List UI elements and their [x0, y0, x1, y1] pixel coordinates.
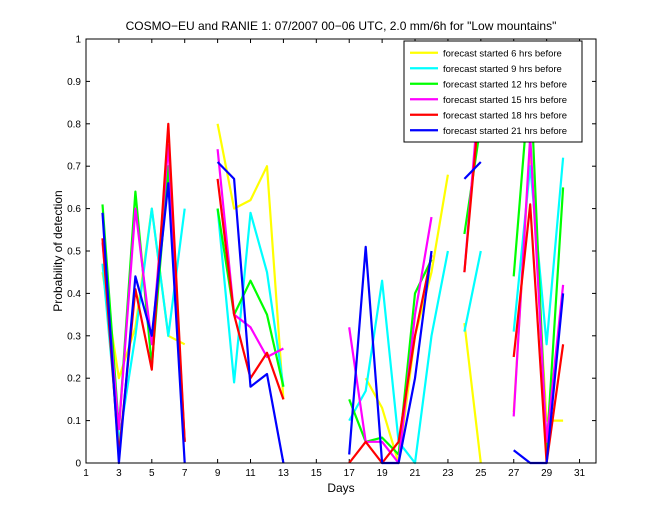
x-tick-label: 13 — [278, 468, 290, 479]
x-tick-label: 23 — [442, 468, 454, 479]
y-tick-label: 0 — [75, 459, 81, 470]
y-tick-label: 0.3 — [67, 331, 81, 342]
x-axis-label: Days — [327, 481, 354, 495]
x-tick-label: 29 — [541, 468, 553, 479]
x-tick-label: 1 — [83, 468, 89, 479]
legend-label: forecast started 9 hrs before — [443, 64, 562, 75]
y-tick-label: 0.5 — [67, 247, 81, 258]
x-tick-label: 31 — [574, 468, 586, 479]
legend-label: forecast started 15 hrs before — [443, 95, 567, 106]
y-axis-label: Probability of detection — [51, 190, 65, 311]
legend-label: forecast started 18 hrs before — [443, 110, 567, 121]
plot-frame — [85, 38, 597, 464]
legend-box — [403, 40, 583, 143]
x-tick-label: 21 — [409, 468, 421, 479]
legend-label: forecast started 12 hrs before — [443, 79, 567, 90]
legend-label: forecast started 6 hrs before — [443, 48, 562, 59]
y-axis-ticks: 0 0.1 0.2 0.3 0.4 0.5 0.6 0.7 0.8 0.9 1 — [67, 35, 596, 470]
y-tick-label: 0.6 — [67, 204, 81, 215]
x-tick-label: 7 — [182, 468, 188, 479]
x-tick-label: 15 — [311, 468, 323, 479]
x-tick-label: 25 — [475, 468, 487, 479]
x-tick-label: 9 — [215, 468, 221, 479]
y-tick-label: 0.4 — [67, 289, 81, 300]
legend: forecast started 6 hrs before forecast st… — [403, 40, 583, 143]
y-tick-label: 0.1 — [67, 416, 81, 427]
series-lines — [101, 71, 565, 465]
y-tick-label: 0.8 — [67, 119, 81, 130]
x-tick-label: 17 — [344, 468, 356, 479]
x-tick-label: 19 — [377, 468, 389, 479]
x-tick-label: 5 — [149, 468, 155, 479]
y-tick-label: 0.2 — [67, 374, 81, 385]
chart-title: COSMO−EU and RANIE 1: 07/2007 00−06 UTC,… — [126, 19, 557, 33]
x-tick-label: 3 — [116, 468, 122, 479]
x-tick-label: 11 — [245, 468, 256, 479]
y-tick-label: 1 — [75, 35, 81, 46]
y-tick-label: 0.7 — [67, 162, 81, 173]
x-axis-ticks: 1 3 5 7 9 11 13 15 17 19 21 23 25 27 29 31 — [83, 39, 586, 479]
legend-label: forecast started 21 hrs before — [443, 126, 567, 137]
y-tick-label: 0.9 — [67, 77, 81, 88]
x-tick-label: 27 — [508, 468, 520, 479]
